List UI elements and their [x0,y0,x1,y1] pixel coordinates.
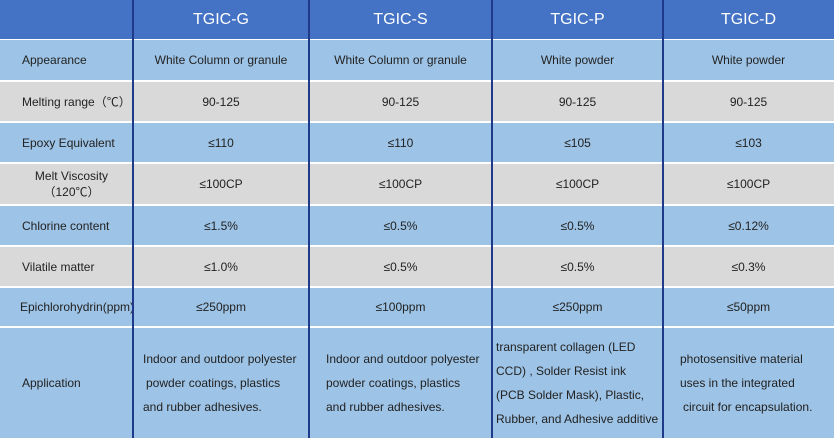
cell-value: ≤100CP [133,164,309,204]
column-divider [491,0,493,438]
cell-value: ≤100CP [309,164,492,204]
row-melt-viscosity: Melt Viscosity （120℃） ≤100CP ≤100CP ≤100… [0,164,834,204]
header-tgic-g: TGIC-G [133,0,309,39]
row-application: Application Indoor and outdoor polyester… [0,328,834,438]
app-line: (PCB Solder Mask), Plastic, [496,388,645,402]
row-label-line2: （120℃） [43,185,100,199]
app-line: uses in the integrated [680,376,795,390]
application-tgic-p: transparent collagen (LED CCD) , Solder … [492,328,663,438]
row-epichlorohydrin: Epichlorohydrin(ppm) ≤250ppm ≤100ppm ≤25… [0,288,834,326]
app-line: Indoor and outdoor polyester [326,352,480,366]
app-line: Rubber, and Adhesive additive [496,412,659,426]
column-divider [308,0,310,438]
header-tgic-p: TGIC-P [492,0,663,39]
app-line: and rubber adhesives. [326,400,445,414]
row-label: Melting range（℃） [0,82,133,121]
row-label: Appearance [0,40,133,80]
app-line: Indoor and outdoor polyester [143,352,297,366]
app-line: transparent collagen (LED [496,340,636,354]
cell-value: ≤0.5% [309,247,492,286]
cell-value: White Column or granule [133,40,309,80]
cell-value: ≤110 [309,123,492,162]
cell-value: ≤103 [663,123,834,162]
header-tgic-s: TGIC-S [309,0,492,39]
cell-value: White powder [663,40,834,80]
cell-value: ≤1.5% [133,206,309,245]
cell-value: ≤0.5% [492,206,663,245]
header-corner [0,0,133,39]
row-label: Epoxy Equivalent [0,123,133,162]
app-line: and rubber adhesives. [143,400,262,414]
cell-value: ≤250ppm [492,288,663,326]
cell-value: ≤100ppm [309,288,492,326]
app-line: powder coatings, plastics [326,376,461,390]
row-chlorine-content: Chlorine content ≤1.5% ≤0.5% ≤0.5% ≤0.12… [0,206,834,245]
cell-value: 90-125 [492,82,663,121]
header-row: TGIC-G TGIC-S TGIC-P TGIC-D [0,0,834,39]
application-tgic-d: photosensitive material uses in the inte… [663,328,834,438]
cell-value: ≤0.5% [492,247,663,286]
row-label: Chlorine content [0,206,133,245]
cell-value: White Column or granule [309,40,492,80]
column-divider [132,0,134,438]
cell-value: ≤105 [492,123,663,162]
row-epoxy-equivalent: Epoxy Equivalent ≤110 ≤110 ≤105 ≤103 [0,123,834,162]
cell-value: 90-125 [663,82,834,121]
application-tgic-g: Indoor and outdoor polyester powder coat… [133,328,309,438]
cell-value: ≤0.3% [663,247,834,286]
row-label: Application [0,328,133,438]
row-vilatile-matter: Vilatile matter ≤1.0% ≤0.5% ≤0.5% ≤0.3% [0,247,834,286]
cell-value: ≤110 [133,123,309,162]
app-line: photosensitive material [680,352,803,366]
row-melting-range: Melting range（℃） 90-125 90-125 90-125 90… [0,82,834,121]
application-tgic-s: Indoor and outdoor polyester powder coat… [309,328,492,438]
cell-value: ≤1.0% [133,247,309,286]
cell-value: ≤0.12% [663,206,834,245]
row-label: Vilatile matter [0,247,133,286]
app-line: CCD) , Solder Resist ink [496,364,627,378]
column-divider [662,0,664,438]
cell-value: ≤50ppm [663,288,834,326]
row-label: Epichlorohydrin(ppm) [0,288,134,326]
app-line: powder coatings, plastics [146,376,281,390]
cell-value: 90-125 [309,82,492,121]
cell-value: ≤250ppm [133,288,309,326]
row-label-line1: Melt Viscosity [34,169,109,183]
row-appearance: Appearance White Column or granule White… [0,40,834,80]
cell-value: ≤100CP [492,164,663,204]
cell-value: ≤0.5% [309,206,492,245]
app-line: circuit for encapsulation. [683,400,813,414]
row-label: Melt Viscosity （120℃） [0,164,133,204]
cell-value: White powder [492,40,663,80]
cell-value: 90-125 [133,82,309,121]
header-tgic-d: TGIC-D [663,0,834,39]
cell-value: ≤100CP [663,164,834,204]
